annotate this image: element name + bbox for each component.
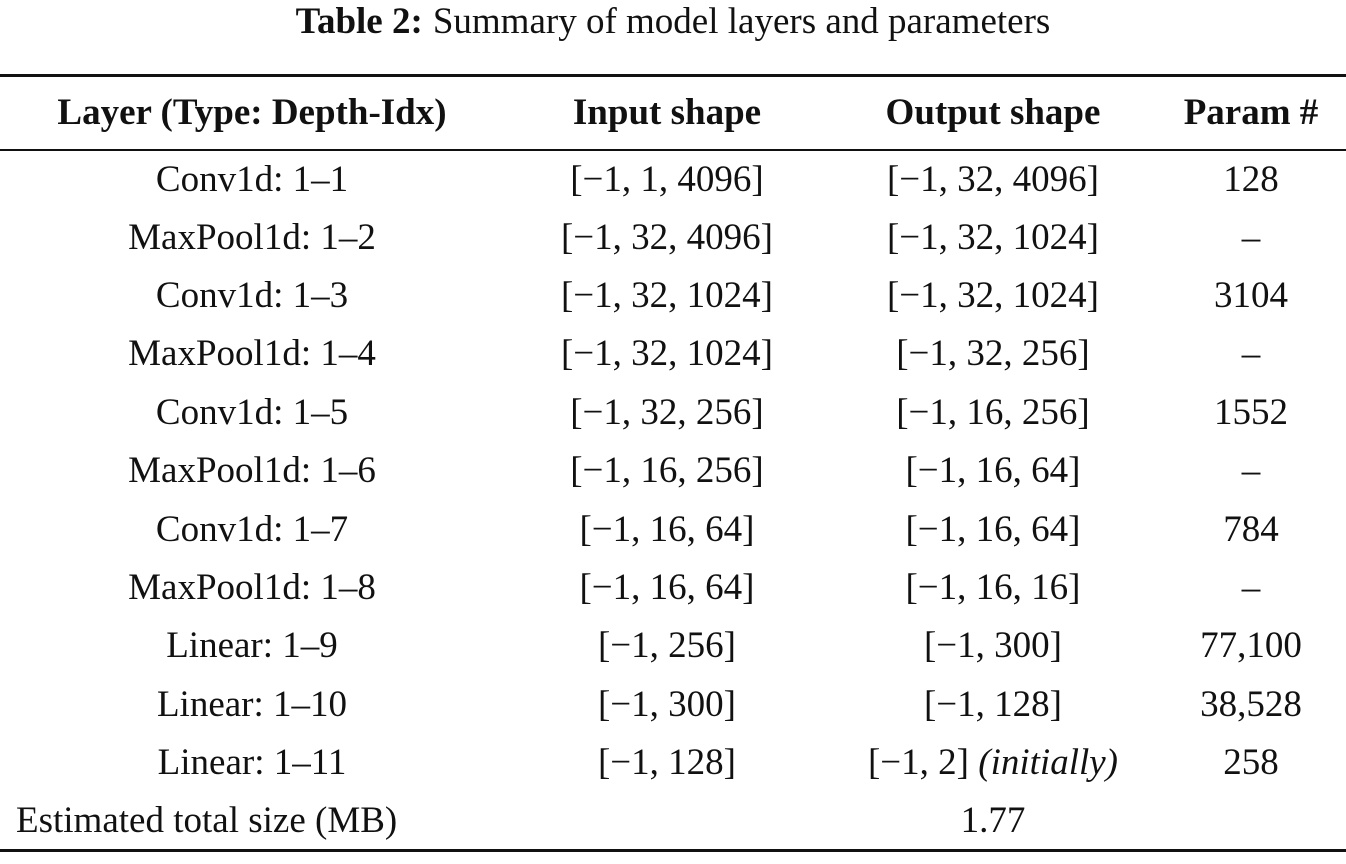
table-row: Linear: 1–11 [−1, 128] [−1, 2] (initiall…	[0, 733, 1346, 791]
cell-input: [−1, 16, 64]	[579, 508, 755, 550]
output-note: (initially)	[978, 742, 1118, 784]
cell-input: [−1, 300]	[597, 683, 736, 725]
header-input-shape: Input shape	[504, 74, 830, 151]
cell-params: –	[1241, 450, 1261, 492]
output-shape: [−1, 32, 4096]	[886, 158, 1099, 200]
table-row: Conv1d: 1–1 [−1, 1, 4096] [−1, 32, 4096]…	[0, 150, 1346, 208]
cell-input: [−1, 32, 256]	[570, 391, 764, 433]
table-header: Layer (Type: Depth-Idx) Input shape Outp…	[0, 74, 1346, 151]
cell-input: [−1, 32, 1024]	[560, 333, 773, 375]
table-row: MaxPool1d: 1–6 [−1, 16, 256] [−1, 16, 64…	[0, 441, 1346, 499]
header-layer: Layer (Type: Depth-Idx)	[0, 74, 504, 151]
total-value: 1.77	[830, 791, 1156, 852]
cell-params: 38,528	[1200, 683, 1302, 725]
header-params: Param #	[1156, 74, 1346, 151]
cell-output: [−1, 32, 4096]	[830, 150, 1156, 208]
total-label: Estimated total size (MB)	[0, 791, 504, 852]
cell-params: 3104	[1214, 274, 1288, 316]
cell-layer: MaxPool1d: 1–6	[128, 450, 376, 492]
table-row: Conv1d: 1–3 [−1, 32, 1024] [−1, 32, 1024…	[0, 266, 1346, 324]
cell-layer: Linear: 1–10	[156, 683, 348, 725]
cell-input: [−1, 128]	[597, 742, 736, 784]
output-shape: [−1, 300]	[923, 625, 1062, 667]
cell-params: 1552	[1214, 391, 1288, 433]
cell-params: 784	[1223, 508, 1279, 550]
model-layers-table: Layer (Type: Depth-Idx) Input shape Outp…	[0, 74, 1346, 852]
cell-input: [−1, 32, 1024]	[560, 274, 773, 316]
cell-output: [−1, 32, 256]	[830, 325, 1156, 383]
cell-layer: Conv1d: 1–3	[155, 274, 349, 316]
table-row: Linear: 1–9 [−1, 256] [−1, 300] 77,100	[0, 617, 1346, 675]
table-row: Linear: 1–10 [−1, 300] [−1, 128] 38,528	[0, 675, 1346, 733]
cell-input: [−1, 16, 256]	[570, 450, 764, 492]
cell-params: –	[1241, 333, 1261, 375]
output-shape: [−1, 16, 256]	[896, 391, 1090, 433]
table-row: MaxPool1d: 1–8 [−1, 16, 64] [−1, 16, 16]…	[0, 558, 1346, 616]
cell-layer: Linear: 1–11	[157, 742, 347, 784]
cell-input: [−1, 1, 4096]	[570, 158, 764, 200]
cell-params: 128	[1223, 158, 1279, 200]
cell-params: 258	[1223, 742, 1279, 784]
table-row: Conv1d: 1–7 [−1, 16, 64] [−1, 16, 64] 78…	[0, 500, 1346, 558]
cell-output: [−1, 128]	[830, 675, 1156, 733]
cell-layer: Conv1d: 1–1	[155, 158, 349, 200]
cell-params: 77,100	[1200, 625, 1302, 667]
total-row: Estimated total size (MB) 1.77	[0, 791, 1346, 852]
table-row: MaxPool1d: 1–2 [−1, 32, 4096] [−1, 32, 1…	[0, 208, 1346, 266]
cell-output: [−1, 16, 16]	[830, 558, 1156, 616]
cell-output: [−1, 16, 64]	[830, 500, 1156, 558]
output-shape: [−1, 32, 1024]	[886, 216, 1099, 258]
output-shape: [−1, 128]	[923, 683, 1062, 725]
cell-params: –	[1241, 566, 1261, 608]
cell-input: [−1, 256]	[597, 625, 736, 667]
cell-output: [−1, 2] (initially)	[830, 733, 1156, 791]
cell-layer: MaxPool1d: 1–4	[128, 333, 376, 375]
cell-output: [−1, 32, 1024]	[830, 266, 1156, 324]
cell-input: [−1, 32, 4096]	[560, 216, 773, 258]
caption-label: Table 2:	[295, 1, 423, 42]
cell-layer: Conv1d: 1–7	[155, 508, 349, 550]
table-row: MaxPool1d: 1–4 [−1, 32, 1024] [−1, 32, 2…	[0, 325, 1346, 383]
cell-layer: Conv1d: 1–5	[155, 391, 349, 433]
cell-input: [−1, 16, 64]	[579, 566, 755, 608]
total-empty-cell	[504, 791, 830, 852]
caption-text: Summary of model layers and parameters	[432, 1, 1051, 42]
output-shape: [−1, 32, 1024]	[886, 274, 1099, 316]
cell-output: [−1, 32, 1024]	[830, 208, 1156, 266]
output-shape: [−1, 16, 16]	[905, 566, 1081, 608]
header-output-shape: Output shape	[830, 74, 1156, 151]
output-shape: [−1, 16, 64]	[905, 508, 1081, 550]
cell-output: [−1, 300]	[830, 617, 1156, 675]
table-body: Conv1d: 1–1 [−1, 1, 4096] [−1, 32, 4096]…	[0, 150, 1346, 852]
output-shape: [−1, 2]	[867, 742, 969, 784]
cell-layer: MaxPool1d: 1–8	[128, 566, 376, 608]
table-caption: Table 2: Summary of model layers and para…	[0, 0, 1346, 48]
output-shape: [−1, 32, 256]	[896, 333, 1090, 375]
cell-output: [−1, 16, 256]	[830, 383, 1156, 441]
cell-params: –	[1241, 216, 1261, 258]
table-row: Conv1d: 1–5 [−1, 32, 256] [−1, 16, 256] …	[0, 383, 1346, 441]
header-row: Layer (Type: Depth-Idx) Input shape Outp…	[0, 74, 1346, 151]
cell-layer: MaxPool1d: 1–2	[128, 216, 376, 258]
cell-output: [−1, 16, 64]	[830, 441, 1156, 499]
output-shape: [−1, 16, 64]	[905, 450, 1081, 492]
cell-layer: Linear: 1–9	[166, 625, 338, 667]
total-empty-cell	[1156, 791, 1346, 852]
